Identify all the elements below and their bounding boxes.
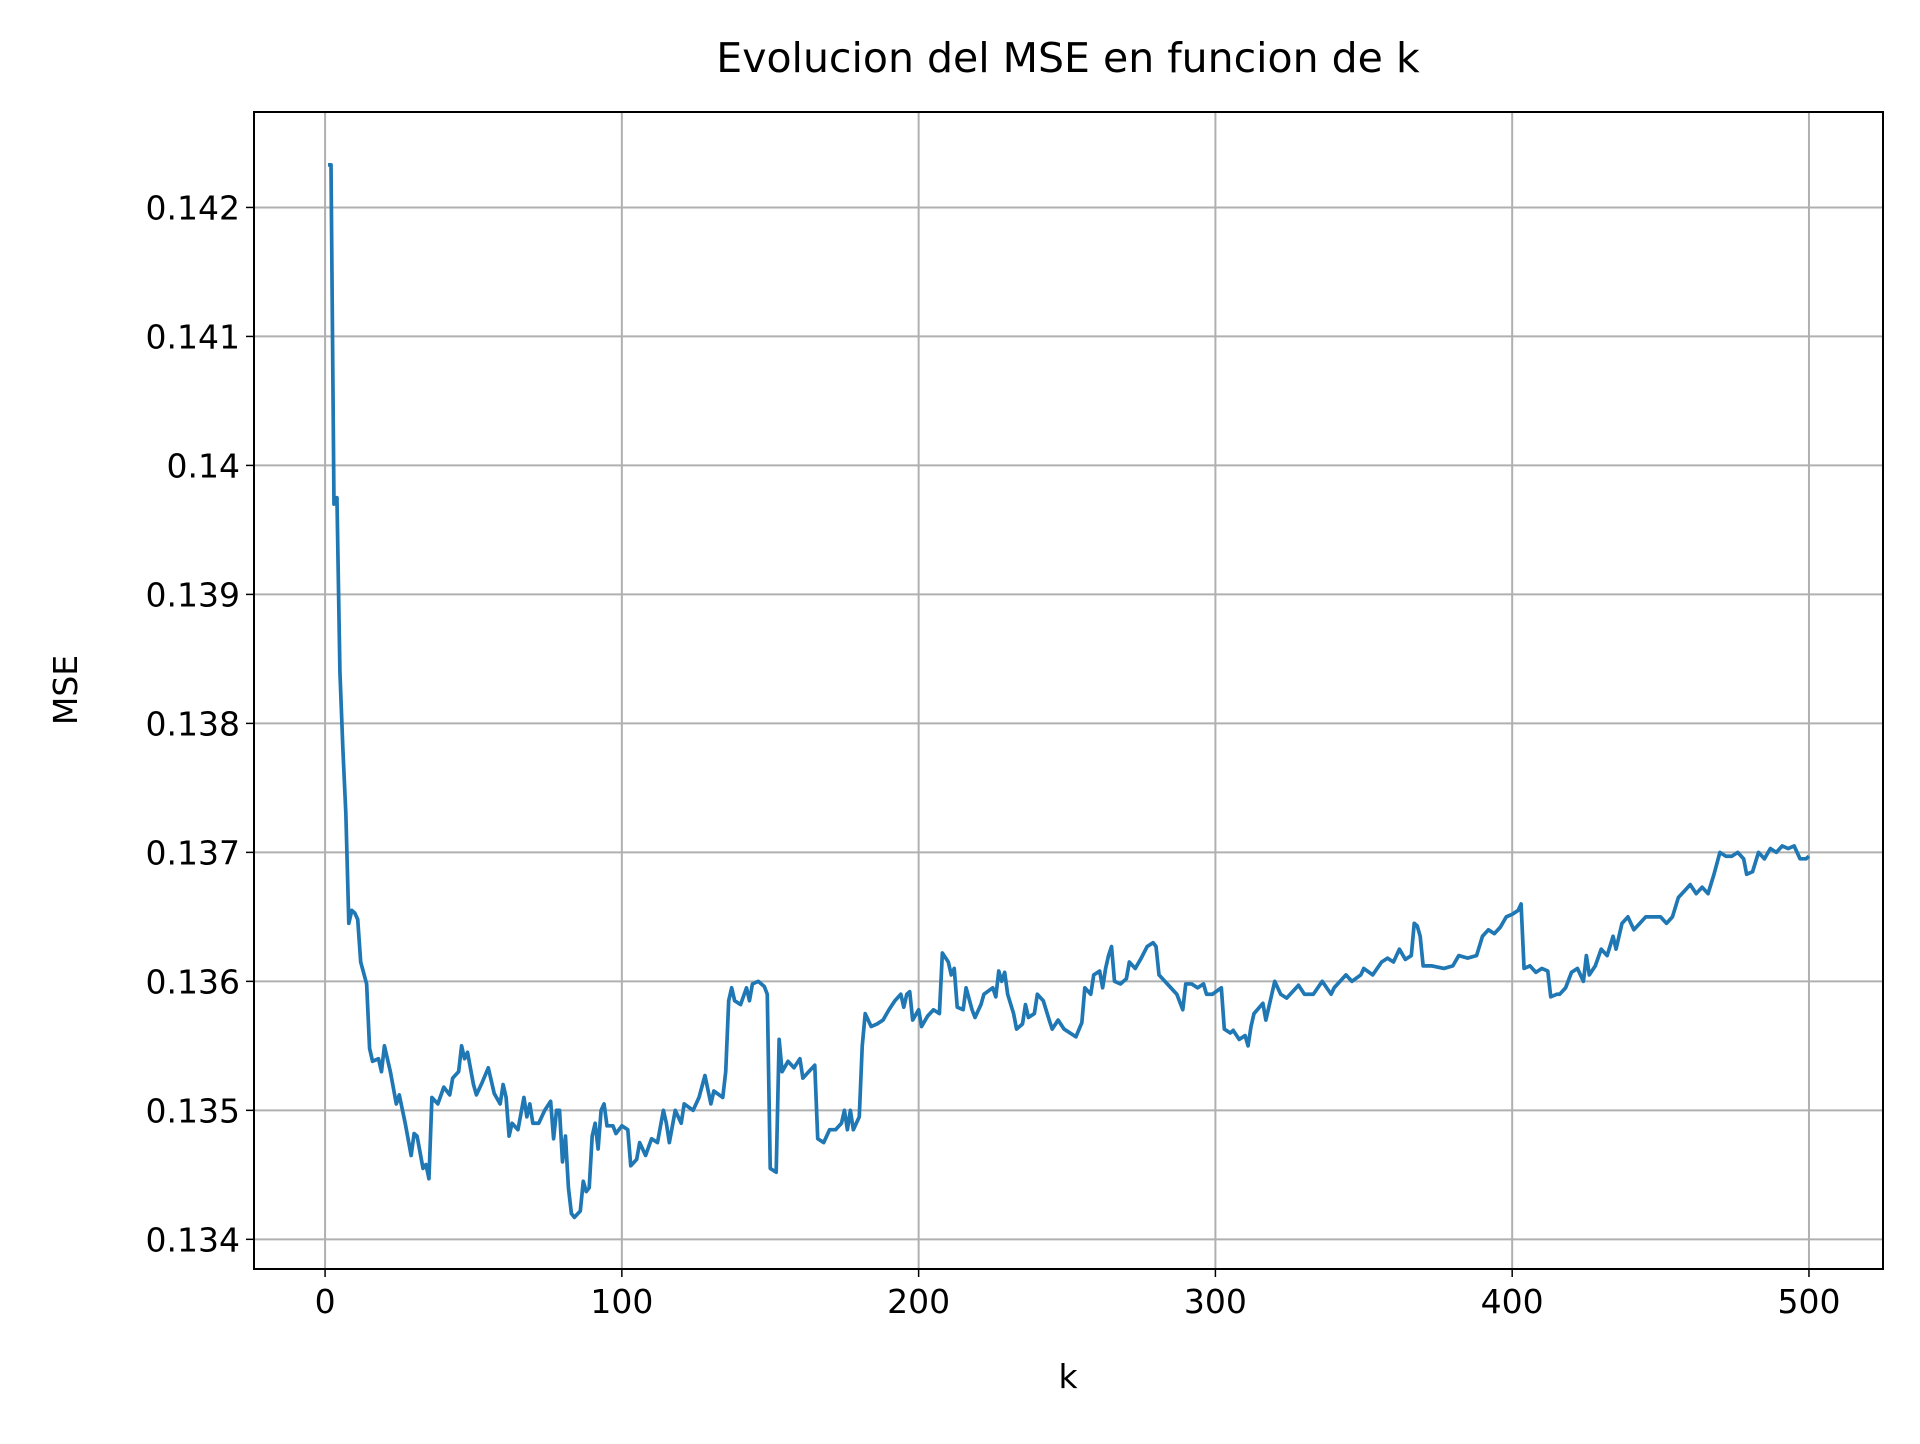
x-tick-label: 400 [1481, 1282, 1544, 1321]
y-tick-label: 0.137 [146, 833, 240, 872]
x-axis-label: k [1058, 1357, 1078, 1396]
plot-frame [253, 111, 1884, 1270]
y-axis-label: MSE [46, 655, 85, 725]
x-tick-label: 300 [1184, 1282, 1247, 1321]
data-line [328, 163, 1811, 1220]
x-tick-label: 0 [315, 1282, 336, 1321]
y-tick-label: 0.139 [146, 575, 240, 614]
y-tick-label: 0.14 [167, 446, 240, 485]
x-tick-label: 100 [590, 1282, 653, 1321]
chart-title: Evolucion del MSE en funcion de k [716, 34, 1420, 82]
y-tick-label: 0.141 [146, 317, 240, 356]
x-tick-label: 200 [887, 1282, 950, 1321]
y-tick-label: 0.142 [146, 188, 240, 227]
y-tick-label: 0.136 [146, 962, 240, 1001]
y-tick-label: 0.134 [146, 1220, 240, 1259]
x-tick-label: 500 [1777, 1282, 1840, 1321]
y-tick-label: 0.138 [146, 704, 240, 743]
y-tick-label: 0.135 [146, 1091, 240, 1130]
